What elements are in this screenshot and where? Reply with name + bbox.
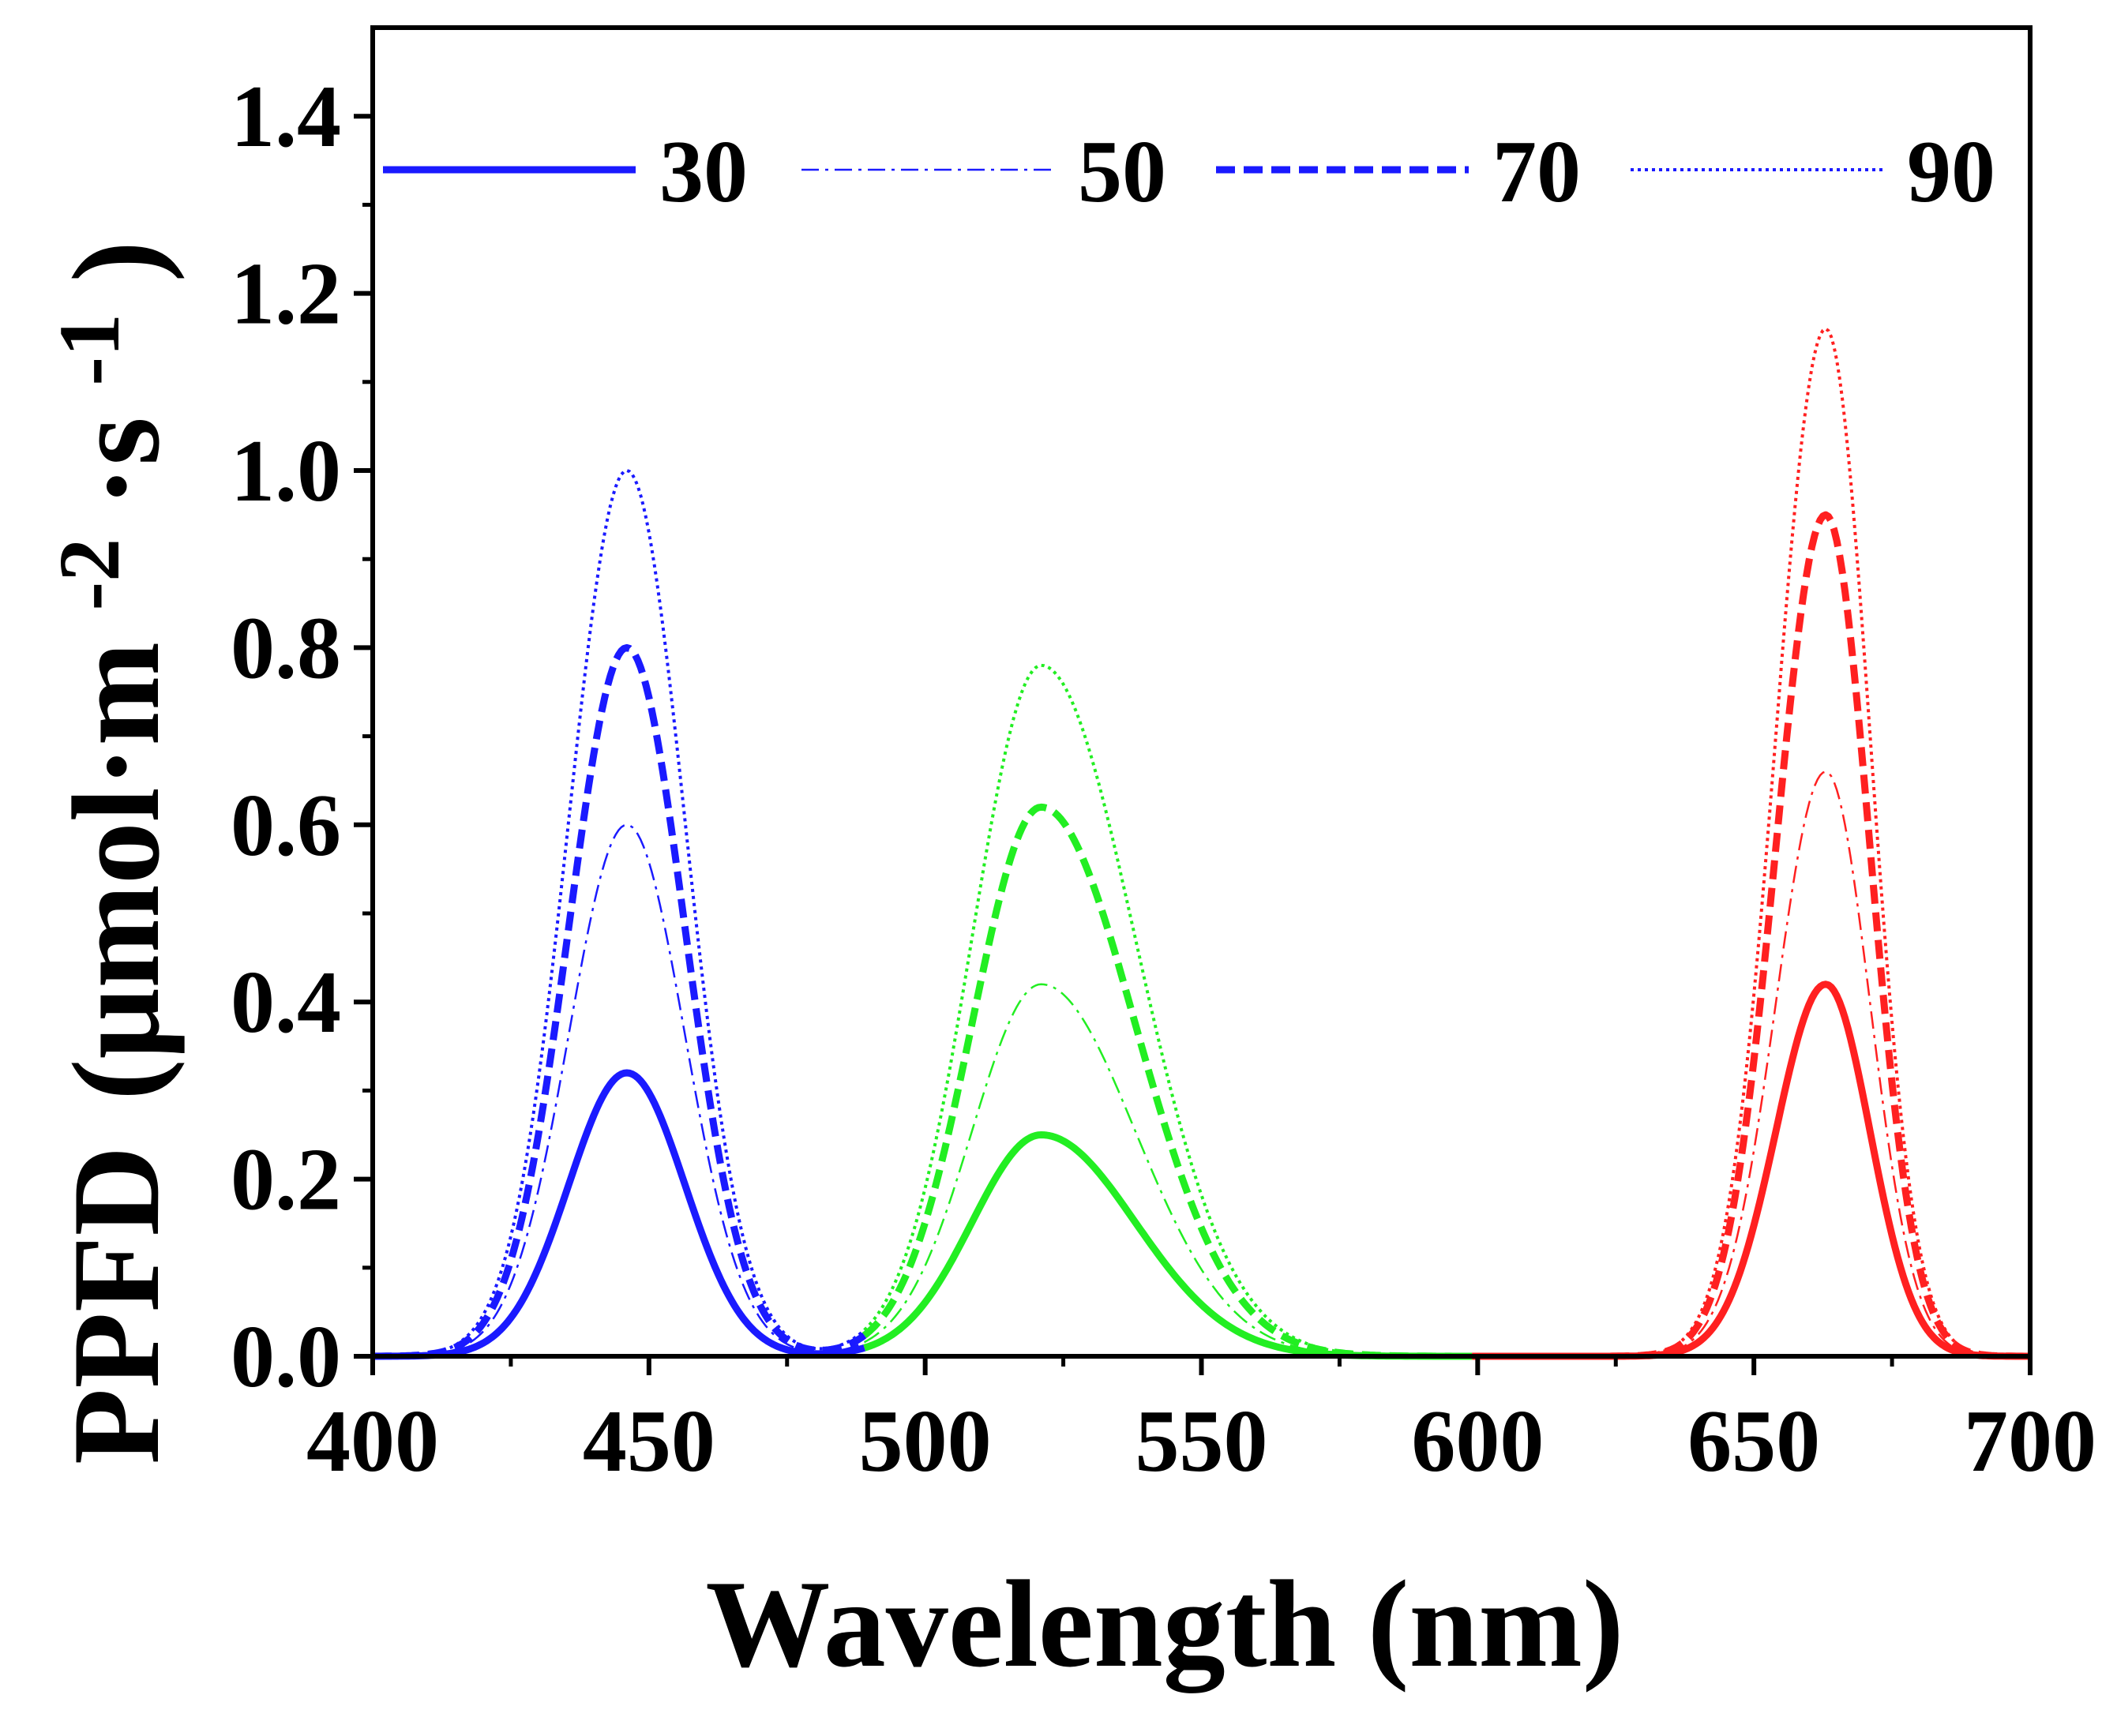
y-axis-title: PPFD (μmol·m -2 ·s -1 ) — [8, 241, 186, 1464]
y-axis-title-exp1: -2 — [41, 538, 137, 611]
series-90-green-line — [863, 663, 1473, 1358]
series-90-blue-line — [373, 469, 866, 1358]
legend-label-90: 90 — [1907, 123, 1995, 221]
y-tick-label: 1.2 — [231, 246, 341, 343]
y-axis-title-main: PPFD — [47, 1145, 186, 1464]
y-tick-label: 1.4 — [231, 68, 341, 166]
axes: 400 450 500 550 600 650 700 0.0 0.2 0.4 0.6 0.8 1.0 1… — [231, 25, 2096, 1490]
y-axis-title-close: ) — [47, 241, 186, 283]
x-axis-title: Wavelength (nm) — [705, 1555, 1623, 1693]
x-tick-label: 450 — [583, 1393, 715, 1490]
y-axis-title-unit: (μmol·m — [47, 642, 186, 1100]
x-tick-label: 700 — [1964, 1393, 2096, 1490]
x-tick-label: 500 — [859, 1393, 992, 1490]
y-tick-label: 0.2 — [231, 1131, 341, 1229]
y-axis-title-exp2: -1 — [41, 313, 137, 386]
x-tick-label: 400 — [306, 1393, 439, 1490]
legend: 30 50 70 90 — [383, 123, 1995, 221]
plot-area — [373, 28, 2030, 1356]
series-50-blue-line — [372, 823, 865, 1358]
series-70-blue-line — [372, 643, 867, 1360]
legend-label-50: 50 — [1078, 123, 1166, 221]
y-tick-label: 0.4 — [231, 954, 341, 1052]
y-tick-label: 0.6 — [231, 777, 341, 875]
plot-background — [373, 28, 2030, 1356]
y-tick-label: 1.0 — [231, 422, 341, 520]
y-tick-label: 0.0 — [231, 1308, 341, 1406]
legend-label-30: 30 — [659, 123, 748, 221]
x-tick-label: 600 — [1411, 1393, 1544, 1490]
legend-label-70: 70 — [1492, 123, 1581, 221]
x-tick-label: 650 — [1687, 1393, 1820, 1490]
y-tick-label: 0.8 — [231, 599, 341, 697]
y-axis-title-mid: ·s — [47, 417, 186, 507]
x-tick-label: 550 — [1135, 1393, 1268, 1490]
series-30-blue-line — [372, 1069, 866, 1360]
